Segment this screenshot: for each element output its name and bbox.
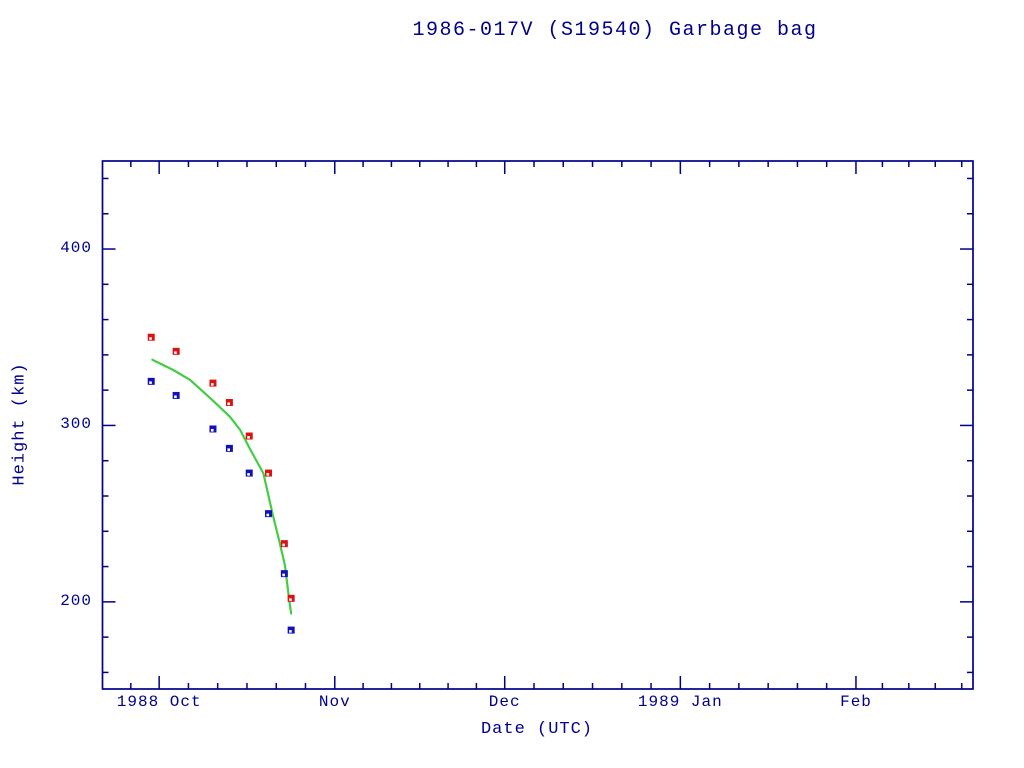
marker-notch — [149, 381, 152, 384]
chart-title: 1986-017V (S19540) Garbage bag — [412, 19, 818, 42]
x-ticks — [130, 161, 963, 689]
marker-notch — [266, 473, 270, 476]
marker-notch — [282, 573, 285, 577]
marker-notch — [247, 473, 250, 476]
marker-notch — [210, 383, 214, 386]
x-tick-label: Feb — [840, 693, 872, 711]
y-tick-label: 400 — [60, 239, 92, 257]
marker-notch — [289, 630, 292, 633]
marker-notch — [174, 351, 177, 354]
apogee-height-points — [147, 333, 295, 602]
marker-notch — [289, 598, 292, 601]
marker-notch — [174, 395, 177, 399]
marker-notch — [227, 402, 230, 406]
x-tick-label: Nov — [318, 693, 351, 711]
y-tick-label: 300 — [60, 415, 92, 434]
marker-notch — [227, 448, 230, 451]
marker-notch — [282, 543, 285, 547]
y-ticks — [102, 177, 973, 674]
x-axis-title: Date (UTC) — [480, 720, 594, 739]
plot-frame — [101, 160, 974, 690]
perigee-height-points — [147, 377, 295, 634]
marker-notch — [266, 513, 270, 517]
fit-curve — [151, 358, 293, 615]
y-tick-label: 200 — [60, 591, 92, 610]
x-tick-label: Dec — [488, 693, 521, 711]
x-tick-label: 1989 Jan — [637, 693, 723, 711]
marker-notch — [210, 428, 214, 432]
x-tick-label: 1988 Oct — [116, 693, 202, 711]
marker-notch — [247, 436, 250, 439]
marker-notch — [149, 337, 152, 340]
